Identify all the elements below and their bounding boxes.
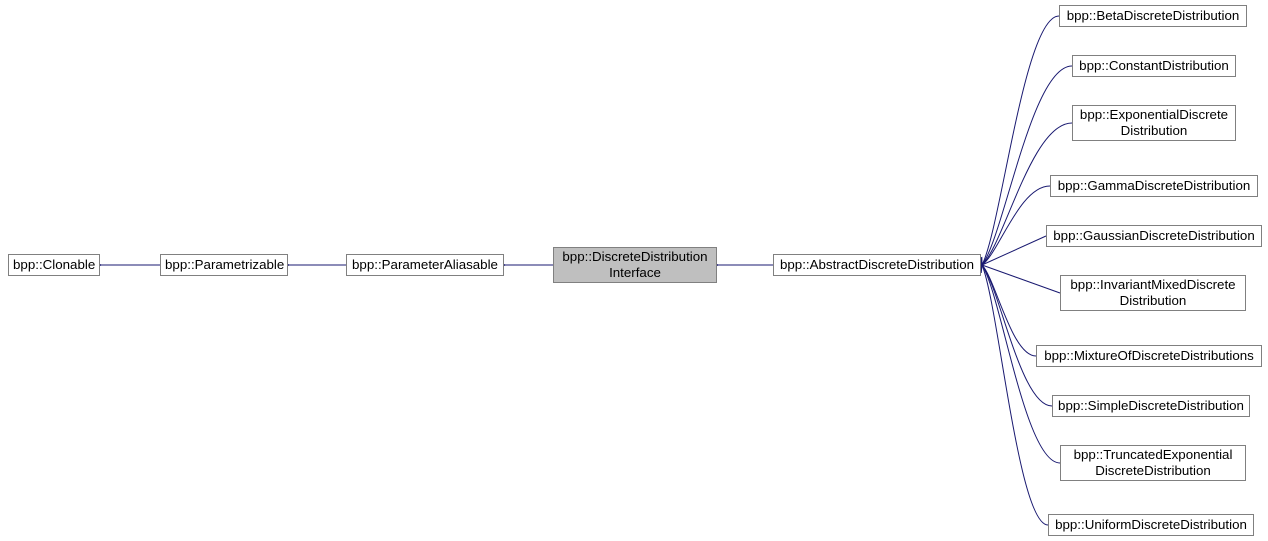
node-label: bpp::DiscreteDistribution Interface <box>558 249 712 281</box>
node-label: bpp::ParameterAliasable <box>351 257 499 273</box>
node-abstractdiscretedistribution[interactable]: bpp::AbstractDiscreteDistribution <box>773 254 981 276</box>
node-truncated[interactable]: bpp::TruncatedExponential DiscreteDistri… <box>1060 445 1246 481</box>
node-label: bpp::GaussianDiscreteDistribution <box>1051 228 1257 244</box>
node-uniform[interactable]: bpp::UniformDiscreteDistribution <box>1048 514 1254 536</box>
node-exponential[interactable]: bpp::ExponentialDiscrete Distribution <box>1072 105 1236 141</box>
node-gaussian[interactable]: bpp::GaussianDiscreteDistribution <box>1046 225 1262 247</box>
node-mixture[interactable]: bpp::MixtureOfDiscreteDistributions <box>1036 345 1262 367</box>
node-label: bpp::ConstantDistribution <box>1077 58 1231 74</box>
node-label: bpp::GammaDiscreteDistribution <box>1055 178 1253 194</box>
node-label: bpp::SimpleDiscreteDistribution <box>1057 398 1245 414</box>
edge-gaussian-to-abstractdiscretedistribution <box>982 236 1046 265</box>
edge-uniform-to-abstractdiscretedistribution <box>982 265 1048 525</box>
edge-mixture-to-abstractdiscretedistribution <box>982 265 1036 356</box>
node-label: bpp::ExponentialDiscrete Distribution <box>1077 107 1231 139</box>
node-clonable[interactable]: bpp::Clonable <box>8 254 100 276</box>
node-label: bpp::MixtureOfDiscreteDistributions <box>1041 348 1257 364</box>
edge-gamma-to-abstractdiscretedistribution <box>982 186 1050 265</box>
node-label: bpp::Parametrizable <box>165 257 283 273</box>
node-label: bpp::Clonable <box>13 257 95 273</box>
node-gamma[interactable]: bpp::GammaDiscreteDistribution <box>1050 175 1258 197</box>
node-label: bpp::InvariantMixedDiscrete Distribution <box>1065 277 1241 309</box>
node-invariant[interactable]: bpp::InvariantMixedDiscrete Distribution <box>1060 275 1246 311</box>
node-label: bpp::AbstractDiscreteDistribution <box>778 257 976 273</box>
node-parametrizable[interactable]: bpp::Parametrizable <box>160 254 288 276</box>
node-simple[interactable]: bpp::SimpleDiscreteDistribution <box>1052 395 1250 417</box>
edge-invariant-to-abstractdiscretedistribution <box>982 265 1060 293</box>
edge-simple-to-abstractdiscretedistribution <box>982 265 1052 406</box>
node-constant[interactable]: bpp::ConstantDistribution <box>1072 55 1236 77</box>
node-discretedistributioninterface[interactable]: bpp::DiscreteDistribution Interface <box>553 247 717 283</box>
node-beta[interactable]: bpp::BetaDiscreteDistribution <box>1059 5 1247 27</box>
node-label: bpp::BetaDiscreteDistribution <box>1064 8 1242 24</box>
node-parameteraliasable[interactable]: bpp::ParameterAliasable <box>346 254 504 276</box>
node-label: bpp::UniformDiscreteDistribution <box>1053 517 1249 533</box>
node-label: bpp::TruncatedExponential DiscreteDistri… <box>1065 447 1241 479</box>
